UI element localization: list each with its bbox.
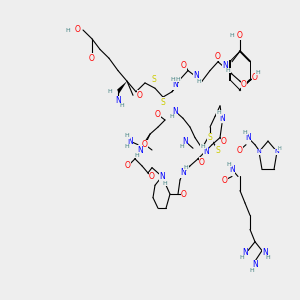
Text: H: H [180, 144, 184, 149]
Text: N: N [219, 114, 225, 123]
Polygon shape [117, 81, 127, 94]
Text: O: O [181, 61, 187, 70]
Text: N: N [252, 260, 258, 269]
Text: S: S [216, 146, 220, 154]
Text: N: N [245, 133, 251, 142]
Text: H: H [184, 165, 188, 170]
Text: O: O [199, 158, 205, 167]
Text: O: O [155, 110, 161, 119]
Text: N: N [229, 165, 235, 174]
Text: H: H [66, 28, 70, 32]
Text: H: H [256, 70, 260, 75]
Text: H: H [243, 130, 248, 135]
Text: O: O [149, 172, 155, 181]
Text: H: H [196, 79, 201, 84]
Text: N: N [137, 146, 143, 154]
Text: H: H [266, 255, 270, 260]
Text: H: H [124, 144, 129, 149]
Text: H: H [135, 153, 140, 158]
Text: O: O [89, 54, 95, 63]
Text: O: O [237, 31, 243, 40]
Text: N: N [262, 248, 268, 257]
Text: N: N [242, 248, 248, 257]
Text: O: O [137, 91, 143, 100]
Text: O: O [125, 161, 131, 170]
Text: N: N [222, 61, 228, 70]
Text: N: N [193, 71, 199, 80]
Text: H: H [169, 114, 174, 119]
Text: N: N [172, 107, 178, 116]
Text: O: O [142, 140, 148, 149]
Text: H: H [226, 68, 230, 73]
Text: H: H [163, 181, 167, 186]
Text: N: N [182, 137, 188, 146]
Text: N: N [115, 96, 121, 105]
Text: N: N [180, 168, 186, 177]
Text: N: N [256, 149, 261, 154]
Text: H: H [277, 146, 281, 151]
Text: N: N [159, 172, 165, 181]
Text: S: S [208, 133, 212, 142]
Text: N: N [203, 147, 209, 156]
Text: H: H [226, 162, 231, 167]
Text: N: N [172, 80, 178, 89]
Text: H: H [124, 134, 129, 138]
Text: O: O [237, 146, 243, 154]
Text: H: H [230, 33, 234, 38]
Text: H: H [240, 255, 244, 260]
Text: O: O [215, 52, 221, 61]
Text: H: H [217, 110, 221, 116]
Text: O: O [222, 176, 228, 184]
Text: H: H [108, 89, 112, 94]
Text: S: S [160, 98, 165, 107]
Text: H: H [250, 268, 254, 272]
Text: O: O [75, 26, 81, 34]
Text: O: O [241, 80, 247, 89]
Text: H: H [201, 144, 206, 149]
Text: H: H [120, 103, 124, 108]
Text: H: H [176, 77, 180, 82]
Text: N: N [274, 149, 279, 154]
Text: N: N [127, 137, 133, 146]
Text: H: H [171, 77, 176, 82]
Text: O: O [221, 137, 227, 146]
Text: O: O [252, 73, 258, 82]
Text: O: O [181, 190, 187, 199]
Text: S: S [152, 75, 156, 84]
